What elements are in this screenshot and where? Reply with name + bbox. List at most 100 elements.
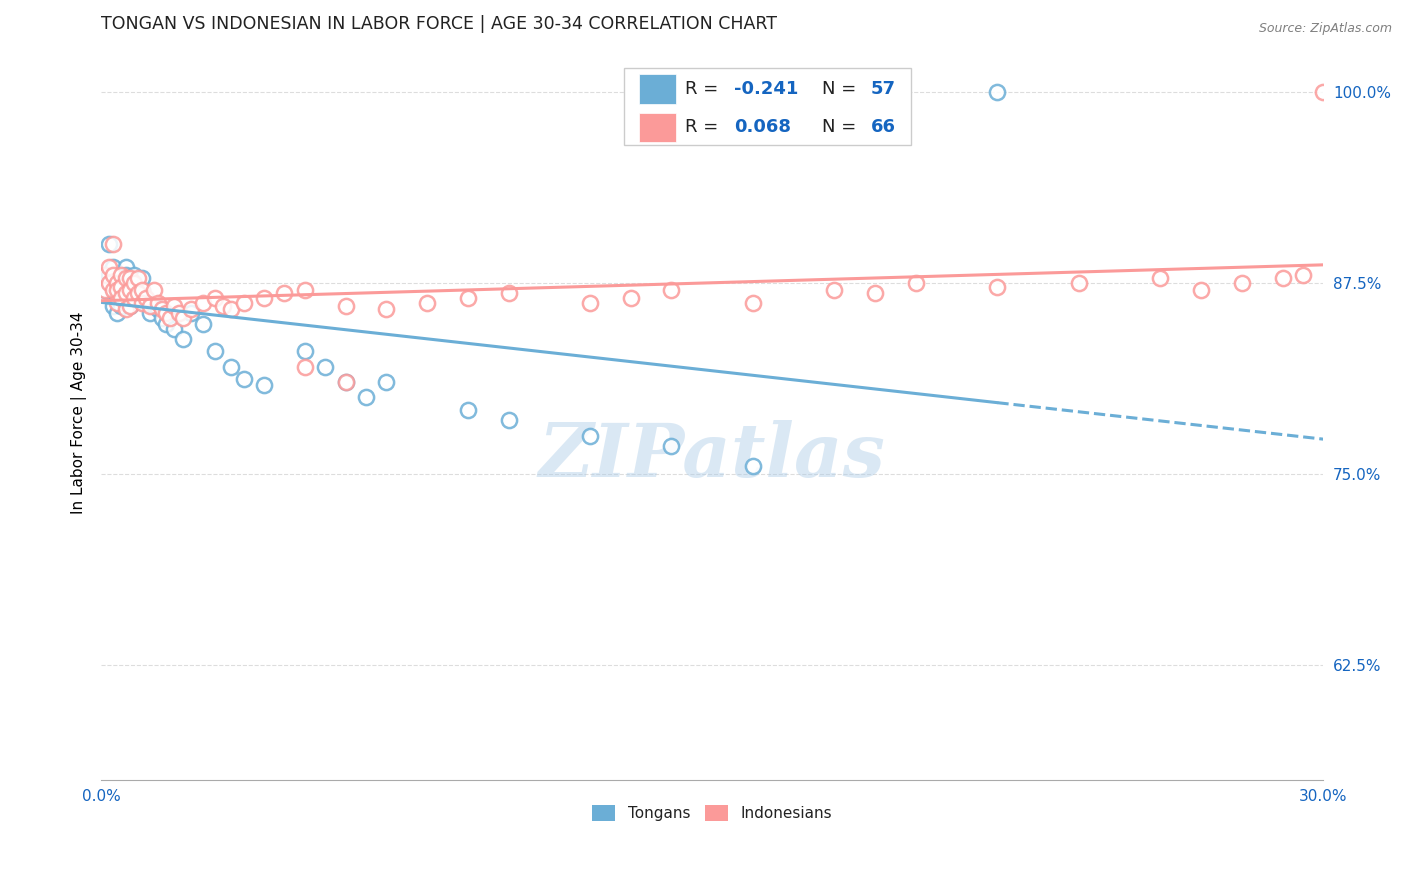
Point [107, 291, 129, 305]
Point [127, 291, 149, 305]
Point [131, 295, 153, 310]
Text: R =: R = [685, 119, 724, 136]
Point [107, 295, 129, 310]
Point [103, 260, 125, 275]
Point [294, 344, 316, 359]
Text: ZIPatlas: ZIPatlas [538, 420, 886, 493]
Point [118, 271, 141, 285]
Point [172, 332, 194, 346]
Point [135, 295, 157, 310]
Point [904, 276, 927, 290]
Point [579, 295, 602, 310]
Point [742, 459, 765, 474]
Point [143, 299, 166, 313]
Point [103, 268, 125, 282]
Point [110, 268, 132, 282]
Point [110, 276, 132, 290]
Point [94, 268, 117, 282]
Point [98, 237, 121, 252]
Point [98, 268, 121, 282]
Y-axis label: In Labor Force | Age 30-34: In Labor Force | Age 30-34 [72, 311, 87, 514]
Point [146, 301, 169, 316]
Point [335, 375, 357, 389]
Point [103, 268, 125, 282]
Point [131, 283, 153, 297]
Point [294, 359, 316, 374]
Point [172, 310, 194, 325]
Point [823, 283, 845, 297]
Point [253, 291, 276, 305]
Point [127, 276, 149, 290]
Text: -0.241: -0.241 [734, 80, 799, 98]
Point [146, 295, 169, 310]
Point [98, 276, 121, 290]
Point [191, 295, 214, 310]
Point [114, 301, 136, 316]
Point [94, 283, 117, 297]
Point [110, 291, 132, 305]
Point [375, 301, 398, 316]
Point [127, 271, 149, 285]
Point [1189, 283, 1212, 297]
Point [204, 344, 226, 359]
Point [1230, 276, 1253, 290]
Point [180, 301, 202, 316]
Point [107, 306, 129, 320]
Point [118, 283, 141, 297]
Point [155, 306, 177, 320]
Point [221, 301, 243, 316]
Point [212, 299, 235, 313]
Point [457, 291, 479, 305]
Point [103, 283, 125, 297]
Point [110, 268, 132, 282]
Point [294, 283, 316, 297]
Point [118, 283, 141, 297]
Point [118, 299, 141, 313]
Point [122, 291, 145, 305]
Point [661, 283, 683, 297]
Text: 57: 57 [872, 80, 896, 98]
Point [661, 439, 683, 453]
Point [155, 317, 177, 331]
Legend: Tongans, Indonesians: Tongans, Indonesians [586, 799, 838, 827]
Point [163, 321, 186, 335]
Point [1149, 271, 1171, 285]
Point [103, 299, 125, 313]
Point [110, 280, 132, 294]
Point [191, 317, 214, 331]
Point [131, 271, 153, 285]
Point [1271, 271, 1294, 285]
Point [335, 375, 357, 389]
Point [498, 413, 520, 427]
Point [620, 291, 643, 305]
Point [98, 276, 121, 290]
Point [107, 283, 129, 297]
Point [232, 372, 254, 386]
Text: 66: 66 [872, 119, 896, 136]
Point [335, 299, 357, 313]
Point [150, 301, 173, 316]
Text: TONGAN VS INDONESIAN IN LABOR FORCE | AGE 30-34 CORRELATION CHART: TONGAN VS INDONESIAN IN LABOR FORCE | AG… [101, 15, 778, 33]
Point [1067, 276, 1090, 290]
Point [314, 359, 336, 374]
Text: 0.068: 0.068 [734, 119, 792, 136]
Point [579, 428, 602, 442]
Text: N =: N = [823, 80, 862, 98]
Point [204, 291, 226, 305]
Point [103, 283, 125, 297]
Point [94, 283, 117, 297]
Point [94, 268, 117, 282]
Point [114, 283, 136, 297]
Point [742, 295, 765, 310]
Point [107, 276, 129, 290]
Point [114, 268, 136, 282]
Text: R =: R = [685, 80, 724, 98]
Point [863, 286, 886, 301]
Point [416, 295, 439, 310]
Point [131, 283, 153, 297]
Point [114, 286, 136, 301]
FancyBboxPatch shape [638, 112, 675, 142]
Point [1292, 268, 1315, 282]
Point [163, 299, 186, 313]
Point [110, 299, 132, 313]
